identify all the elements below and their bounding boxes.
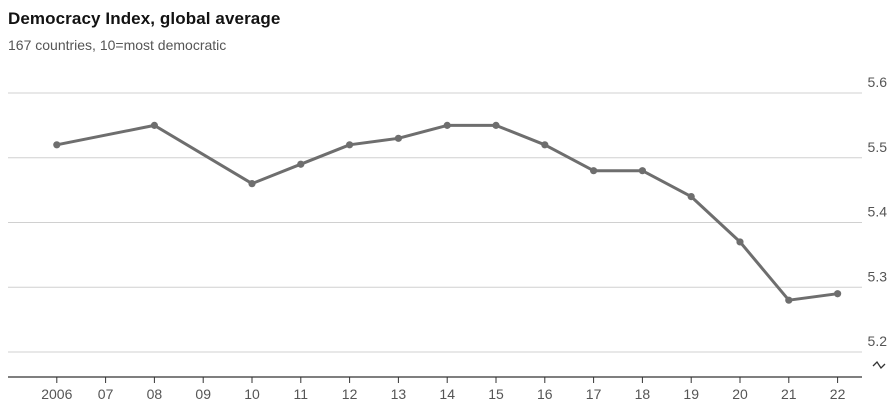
x-tick-label: 14 [439,386,455,402]
axis-break-symbol [872,360,886,370]
x-tick-label: 13 [391,386,407,402]
x-tick-label: 20 [732,386,748,402]
data-point [834,290,842,298]
x-tick-label: 18 [635,386,651,402]
axis-break-mark [872,360,886,370]
data-point [443,121,451,129]
y-tick-label: 5.5 [868,139,888,155]
x-tick-label: 07 [98,386,114,402]
data-point [638,167,647,175]
data-point [150,121,158,129]
x-axis: 2006 07 08 09 10 11 12 13 14 15 16 17 18 19 20 21 22 [8,376,862,402]
x-tick-label: 15 [488,386,504,402]
chart-title: Democracy Index, global average [8,9,281,28]
y-tick-label: 5.6 [868,74,888,90]
x-tick-label: 21 [781,386,797,402]
x-tick-label: 16 [537,386,553,402]
data-point [541,141,549,149]
x-tick-label: 12 [342,386,358,402]
y-tick-label: 5.3 [868,268,888,284]
x-tick-label: 08 [147,386,163,402]
chart-subtitle: 167 countries, 10=most democratic [8,37,227,53]
data-point [687,193,695,201]
x-tick-label: 19 [683,386,699,402]
data-point [346,141,354,149]
x-tick-label: 17 [586,386,602,402]
series-line [53,121,842,304]
x-tick-label: 11 [294,386,309,402]
y-tick-label: 5.2 [868,333,888,349]
data-point [492,121,500,129]
x-tick-label: 10 [244,386,260,402]
data-point [297,160,305,168]
data-point [736,238,744,246]
series-line [55,123,840,302]
y-tick-label: 5.4 [868,204,888,220]
y-axis-labels: 5.2 5.3 5.4 5.5 5.6 [868,74,888,349]
x-tick-label: 09 [195,386,211,402]
data-point [248,180,256,188]
x-tick-label: 22 [830,386,846,402]
data-point [53,141,61,149]
data-point [394,134,402,142]
gridlines [8,92,862,353]
data-point [785,296,793,304]
x-tick-label: 2006 [41,386,72,402]
data-point [590,167,598,175]
